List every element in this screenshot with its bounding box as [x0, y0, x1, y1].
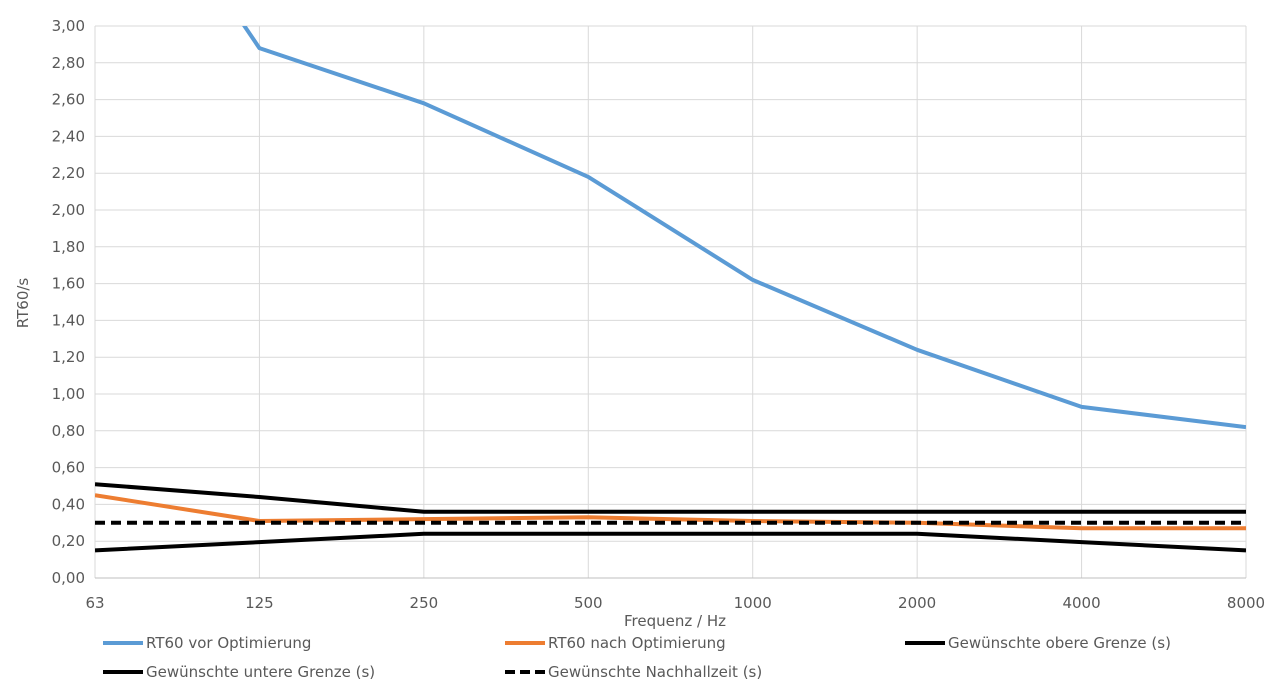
y-tick-label: 2,60	[52, 91, 85, 109]
y-tick-label: 0,60	[52, 459, 85, 477]
y-tick-label: 0,20	[52, 532, 85, 550]
y-tick-label: 1,20	[52, 348, 85, 366]
y-tick-label: 1,00	[52, 385, 85, 403]
y-axis-title: RT60/s	[14, 278, 32, 329]
x-tick-label: 500	[574, 594, 603, 612]
x-axis-title: Frequenz / Hz	[624, 612, 726, 630]
series-line-1	[242, 26, 1246, 430]
x-gridlines	[94, 26, 1247, 578]
y-tick-label: 2,00	[52, 201, 85, 219]
series-line-3	[95, 482, 1246, 514]
series-layer	[95, 26, 1246, 553]
y-tick-label: 3,00	[52, 17, 85, 35]
y-tick-label: 0,40	[52, 495, 85, 513]
x-tick-label: 4000	[1062, 594, 1100, 612]
x-tick-label: 1000	[734, 594, 772, 612]
y-tick-label: 0,80	[52, 422, 85, 440]
y-tick-label: 1,80	[52, 238, 85, 256]
x-tick-label: 2000	[898, 594, 936, 612]
y-tick-labels: 0,00 0,20 0,40 0,60 0,80 1,00 1,20 1,40 1,60 1,80…	[52, 17, 85, 587]
legend-label-3: Gewünschte obere Grenze (s)	[948, 634, 1171, 652]
x-tick-label: 250	[410, 594, 439, 612]
y-gridlines	[95, 25, 1246, 579]
y-tick-label: 2,40	[52, 127, 85, 145]
legend: RT60 vor Optimierung RT60 nach Optimierun…	[103, 634, 1171, 681]
legend-label-5: Gewünschte Nachhallzeit (s)	[548, 663, 762, 681]
y-tick-label: 2,80	[52, 54, 85, 72]
x-tick-label: 125	[245, 594, 274, 612]
legend-label-1: RT60 vor Optimierung	[146, 634, 311, 652]
x-tick-label: 8000	[1227, 594, 1265, 612]
x-tick-label: 63	[85, 594, 104, 612]
y-tick-label: 2,20	[52, 164, 85, 182]
y-tick-label: 1,60	[52, 275, 85, 293]
series-line-2	[95, 493, 1246, 531]
series-line-4	[95, 531, 1246, 553]
x-tick-labels: 63 125 250 500 1000 2000 4000 8000	[85, 594, 1265, 612]
legend-label-2: RT60 nach Optimierung	[548, 634, 726, 652]
legend-label-4: Gewünschte untere Grenze (s)	[146, 663, 375, 681]
y-tick-label: 1,40	[52, 311, 85, 329]
y-tick-label: 0,00	[52, 569, 85, 587]
